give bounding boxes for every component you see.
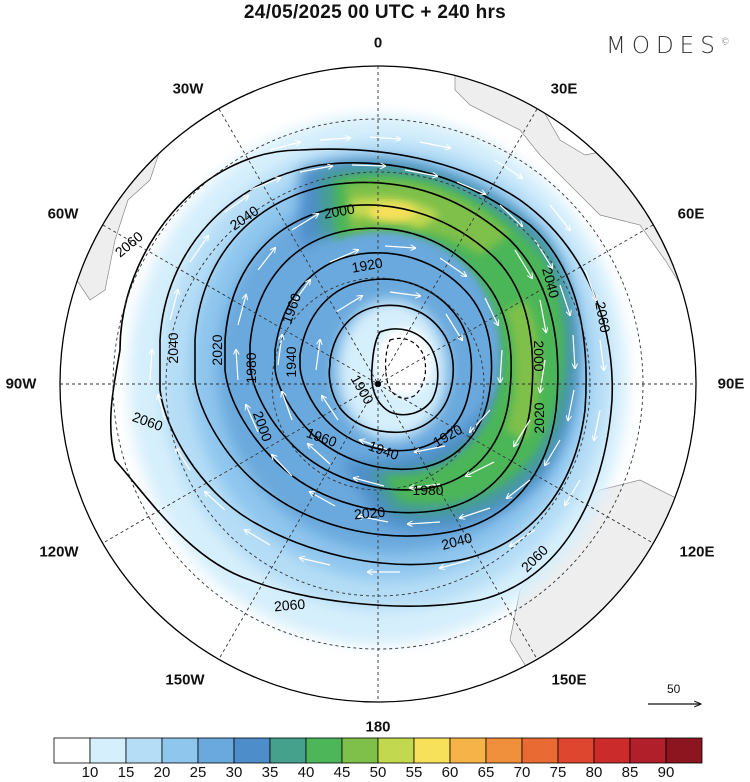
modes-logo: MODES© — [606, 33, 730, 59]
contour-label: 2040 — [440, 529, 474, 553]
colorbar-tick-label: 70 — [513, 764, 531, 781]
colorbar-swatch — [269, 737, 307, 764]
vector-scale-label: 50 — [667, 682, 681, 696]
contour-label: 2000 — [322, 200, 356, 221]
colorbar-swatch — [377, 737, 415, 764]
colorbar-swatch — [593, 737, 631, 764]
colorbar-tick-label: 80 — [585, 764, 603, 781]
colorbar-tick-label: 75 — [549, 764, 567, 781]
colorbar-swatch — [341, 737, 379, 764]
map-boundary — [59, 65, 697, 703]
colorbar-tick-label: 65 — [477, 764, 495, 781]
lon-label-90e: 90E — [717, 375, 745, 393]
contour-label: 1920 — [350, 254, 384, 275]
colorbar-swatch — [521, 737, 559, 764]
map-title: 24/05/2025 00 UTC + 240 hrs — [243, 2, 507, 23]
colorbar-swatch — [125, 737, 163, 764]
lon-label-60e: 60E — [677, 205, 705, 223]
colorbar-tick-label: 10 — [81, 764, 99, 781]
lon-label-30w: 30W — [172, 80, 204, 98]
lon-label-150w: 150W — [165, 671, 205, 689]
contour-label: 2020 — [353, 504, 386, 523]
lon-label-120e: 120E — [679, 543, 715, 561]
contour-label: 2020 — [209, 334, 225, 365]
colorbar-swatch — [53, 737, 91, 764]
colorbar-swatch — [89, 737, 127, 764]
colorbar-swatch — [233, 737, 271, 764]
colorbar-swatch — [449, 737, 487, 764]
colorbar-swatch — [305, 737, 343, 764]
contour-label: 2060 — [273, 596, 306, 615]
colorbar-tick-label: 35 — [261, 764, 279, 781]
colorbar-swatch — [161, 737, 199, 764]
lon-label-30e: 30E — [550, 80, 578, 98]
contour-label: 2000 — [531, 340, 547, 371]
contour-label: 2020 — [531, 402, 547, 433]
colorbar-swatch — [413, 737, 451, 764]
colorbar-tick-label: 60 — [441, 764, 459, 781]
lon-label-180: 180 — [365, 718, 391, 736]
wind-vectors — [150, 137, 604, 572]
colorbar-tick-label: 20 — [153, 764, 171, 781]
contour-label: 1940 — [283, 346, 299, 377]
lon-label-150e: 150E — [551, 671, 587, 689]
contour-label-layer: 2060 2040 2000 1920 1960 1940 1980 2020 … — [112, 200, 614, 615]
colorbar-tick-label: 40 — [297, 764, 315, 781]
colorbar-tick-label: 25 — [189, 764, 207, 781]
colorbar-tick-label: 45 — [333, 764, 351, 781]
low-center-contour — [384, 337, 427, 399]
colorbar-swatch — [197, 737, 235, 764]
colorbar-tick-label: 55 — [405, 764, 423, 781]
contour-label: 2040 — [165, 332, 181, 363]
lon-label-90w: 90W — [5, 375, 37, 393]
colorbar-tick-label: 85 — [621, 764, 639, 781]
colorbar-tick-label: 15 — [117, 764, 135, 781]
contour-label: 1980 — [412, 482, 443, 498]
colorbar-tick-label: 90 — [657, 764, 675, 781]
pole-marker — [375, 381, 381, 387]
colorbar-tick-label: 30 — [225, 764, 243, 781]
lon-label-120w: 120W — [39, 543, 79, 561]
lon-label-0: 0 — [373, 34, 383, 52]
colorbar-swatch — [665, 737, 703, 764]
contour-label: 2040 — [539, 266, 563, 300]
contour-label: 2060 — [592, 300, 613, 334]
colorbar-swatch — [629, 737, 667, 764]
lon-label-60w: 60W — [47, 205, 79, 223]
wind-speed-shading — [128, 115, 628, 645]
colorbar-swatch — [557, 737, 595, 764]
contour-label: 1980 — [243, 352, 259, 383]
colorbar-tick-label: 50 — [369, 764, 387, 781]
geopotential-contours — [109, 148, 614, 607]
colorbar-swatch — [485, 737, 523, 764]
